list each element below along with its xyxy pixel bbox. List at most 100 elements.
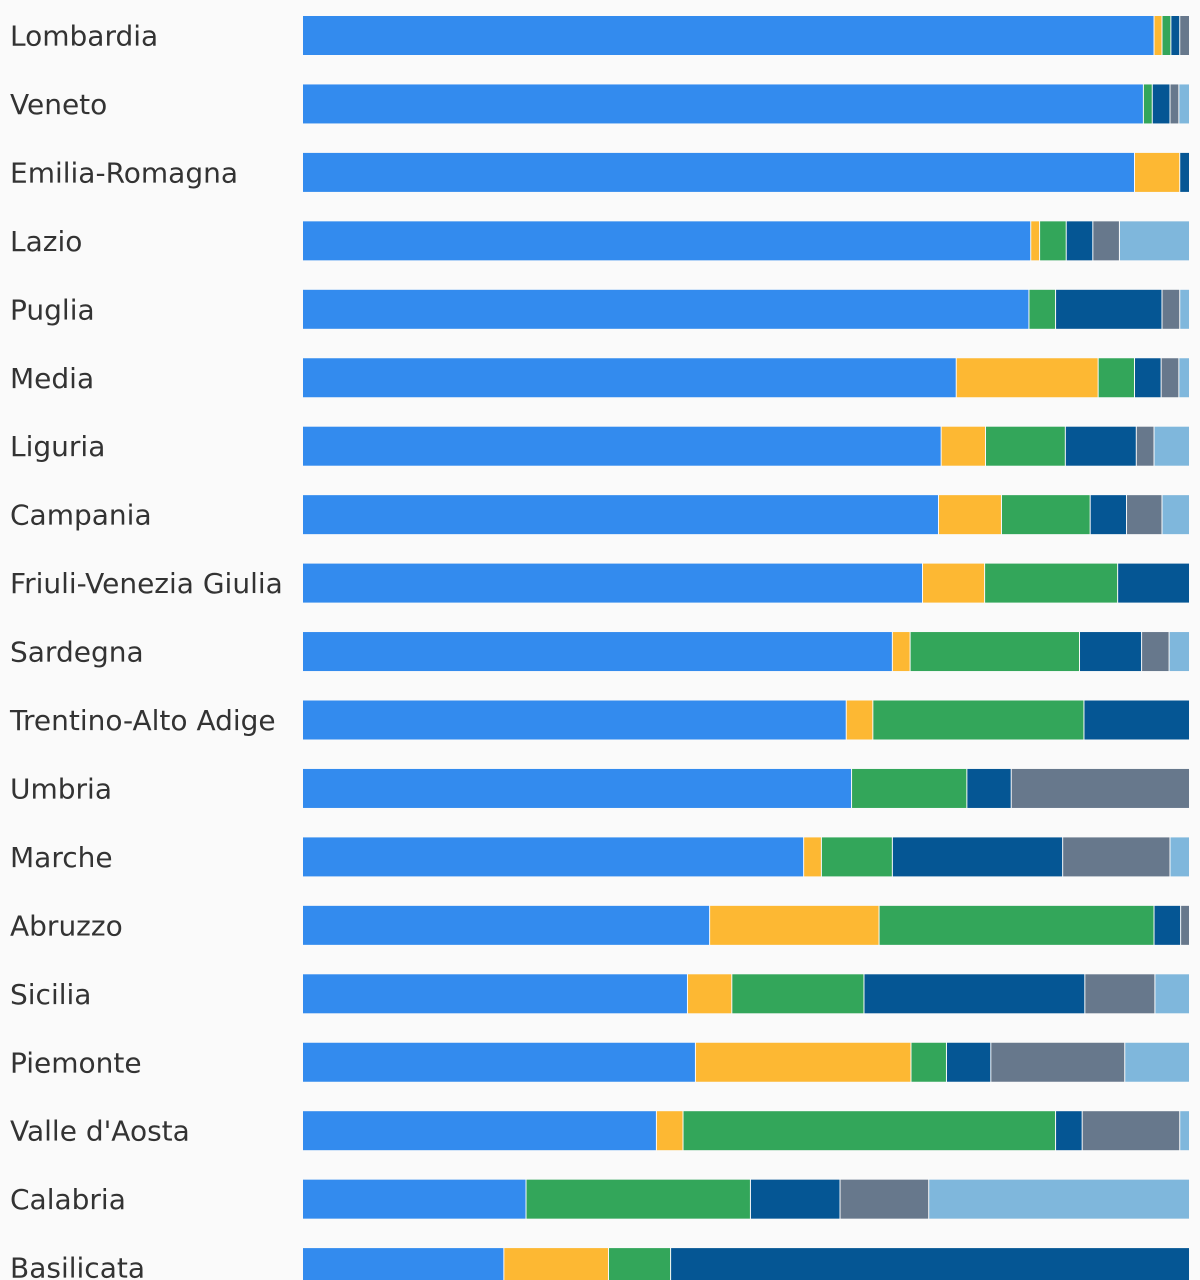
- bar-segment: [1179, 84, 1189, 124]
- category-label: Campania: [10, 499, 152, 532]
- bar-segment: [504, 1248, 609, 1280]
- bar-segment: [846, 700, 873, 740]
- bar-segment: [303, 563, 923, 603]
- bar-segment: [1142, 632, 1169, 672]
- bar-segment: [656, 1111, 683, 1151]
- bar-segment: [923, 563, 985, 603]
- category-label: Friuli-Venezia Giulia: [10, 567, 283, 600]
- bar-segment: [1065, 426, 1136, 466]
- category-label: Lazio: [10, 225, 82, 258]
- bar-segment: [911, 1042, 946, 1082]
- bar-segment: [1084, 700, 1189, 740]
- bar-segment: [303, 16, 1154, 55]
- bar-segment: [967, 768, 1011, 808]
- bar-segment: [1154, 905, 1181, 945]
- bar-segment: [910, 632, 1080, 672]
- bar-segment: [1066, 221, 1093, 261]
- bar-segment: [1085, 974, 1155, 1014]
- bar-segment: [683, 1111, 1056, 1151]
- category-label: Marche: [10, 841, 113, 874]
- bar-segment: [985, 426, 1065, 466]
- bar-segment: [864, 974, 1085, 1014]
- bar-segment: [938, 495, 1001, 535]
- bar-segment: [1090, 495, 1127, 535]
- bar-segment: [1161, 358, 1179, 398]
- category-label: Liguria: [10, 430, 105, 463]
- bar-segment: [892, 632, 910, 672]
- bar-row: Campania: [10, 495, 1189, 535]
- bar-segment: [1180, 16, 1189, 55]
- bar-segment: [1118, 563, 1189, 603]
- bar-segment: [1155, 974, 1189, 1014]
- bar-segment: [1154, 16, 1162, 55]
- category-label: Lombardia: [10, 20, 158, 53]
- bar-segment: [671, 1248, 1189, 1280]
- bar-segment: [303, 1111, 656, 1151]
- bar-row: Abruzzo: [10, 905, 1189, 945]
- category-label: Piemonte: [10, 1046, 142, 1079]
- category-label: Sicilia: [10, 978, 91, 1011]
- bar-row: Umbria: [10, 768, 1189, 808]
- bar-segment: [892, 837, 1063, 877]
- bar-segment: [303, 358, 956, 398]
- bar-segment: [303, 837, 804, 877]
- bar-segment: [1063, 837, 1170, 877]
- bar-segment: [879, 905, 1154, 945]
- bar-segment: [303, 1179, 526, 1219]
- bar-segment: [1056, 289, 1162, 329]
- bar-segment: [991, 1042, 1125, 1082]
- category-label: Veneto: [10, 88, 107, 121]
- bar-segment: [695, 1042, 911, 1082]
- bar-segment: [1093, 221, 1119, 261]
- bar-segment: [303, 632, 892, 672]
- bar-row: Friuli-Venezia Giulia: [10, 563, 1189, 603]
- bar-segment: [303, 768, 852, 808]
- category-label: Emilia-Romagna: [10, 156, 238, 189]
- bar-segment: [941, 426, 985, 466]
- bar-row: Lazio: [10, 221, 1189, 261]
- bar-segment: [1162, 16, 1171, 55]
- bar-row: Lombardia: [10, 16, 1189, 55]
- bar-row: Marche: [10, 837, 1189, 877]
- bar-segment: [303, 426, 941, 466]
- bar-segment: [1169, 632, 1189, 672]
- category-label: Media: [10, 362, 94, 395]
- bar-segment: [1135, 358, 1161, 398]
- bar-segment: [1170, 837, 1189, 877]
- bar-segment: [1135, 152, 1180, 192]
- bar-segment: [956, 358, 1098, 398]
- bar-segment: [1154, 426, 1189, 466]
- bar-row: Basilicata: [10, 1248, 1189, 1280]
- category-label: Sardegna: [10, 636, 144, 669]
- bar-row: Liguria: [10, 426, 1189, 466]
- bar-segment: [609, 1248, 671, 1280]
- bar-segment: [1181, 905, 1189, 945]
- bar-row: Piemonte: [10, 1042, 1189, 1082]
- bar-row: Sicilia: [10, 974, 1189, 1014]
- bar-segment: [303, 289, 1029, 329]
- bar-segment: [1125, 1042, 1189, 1082]
- bar-segment: [985, 563, 1118, 603]
- bar-segment: [303, 1248, 504, 1280]
- bar-segment: [946, 1042, 991, 1082]
- bar-segment: [1119, 221, 1189, 261]
- category-label: Calabria: [10, 1183, 126, 1216]
- bar-row: Puglia: [10, 289, 1189, 329]
- bar-segment: [303, 495, 938, 535]
- category-label: Abruzzo: [10, 909, 123, 942]
- bar-segment: [1180, 1111, 1189, 1151]
- category-label: Valle d'Aosta: [10, 1115, 190, 1148]
- bar-segment: [526, 1179, 750, 1219]
- bar-segment: [1136, 426, 1154, 466]
- bar-row: Valle d'Aosta: [10, 1111, 1189, 1151]
- bar-segment: [303, 152, 1135, 192]
- bar-segment: [1127, 495, 1162, 535]
- bar-segment: [1170, 84, 1179, 124]
- bar-segment: [1152, 84, 1170, 124]
- bar-segment: [1179, 358, 1189, 398]
- bar-segment: [1143, 84, 1152, 124]
- bar-segment: [1162, 495, 1189, 535]
- bar-row: Sardegna: [10, 632, 1189, 672]
- bar-row: Media: [10, 358, 1189, 398]
- bar-segment: [1082, 1111, 1180, 1151]
